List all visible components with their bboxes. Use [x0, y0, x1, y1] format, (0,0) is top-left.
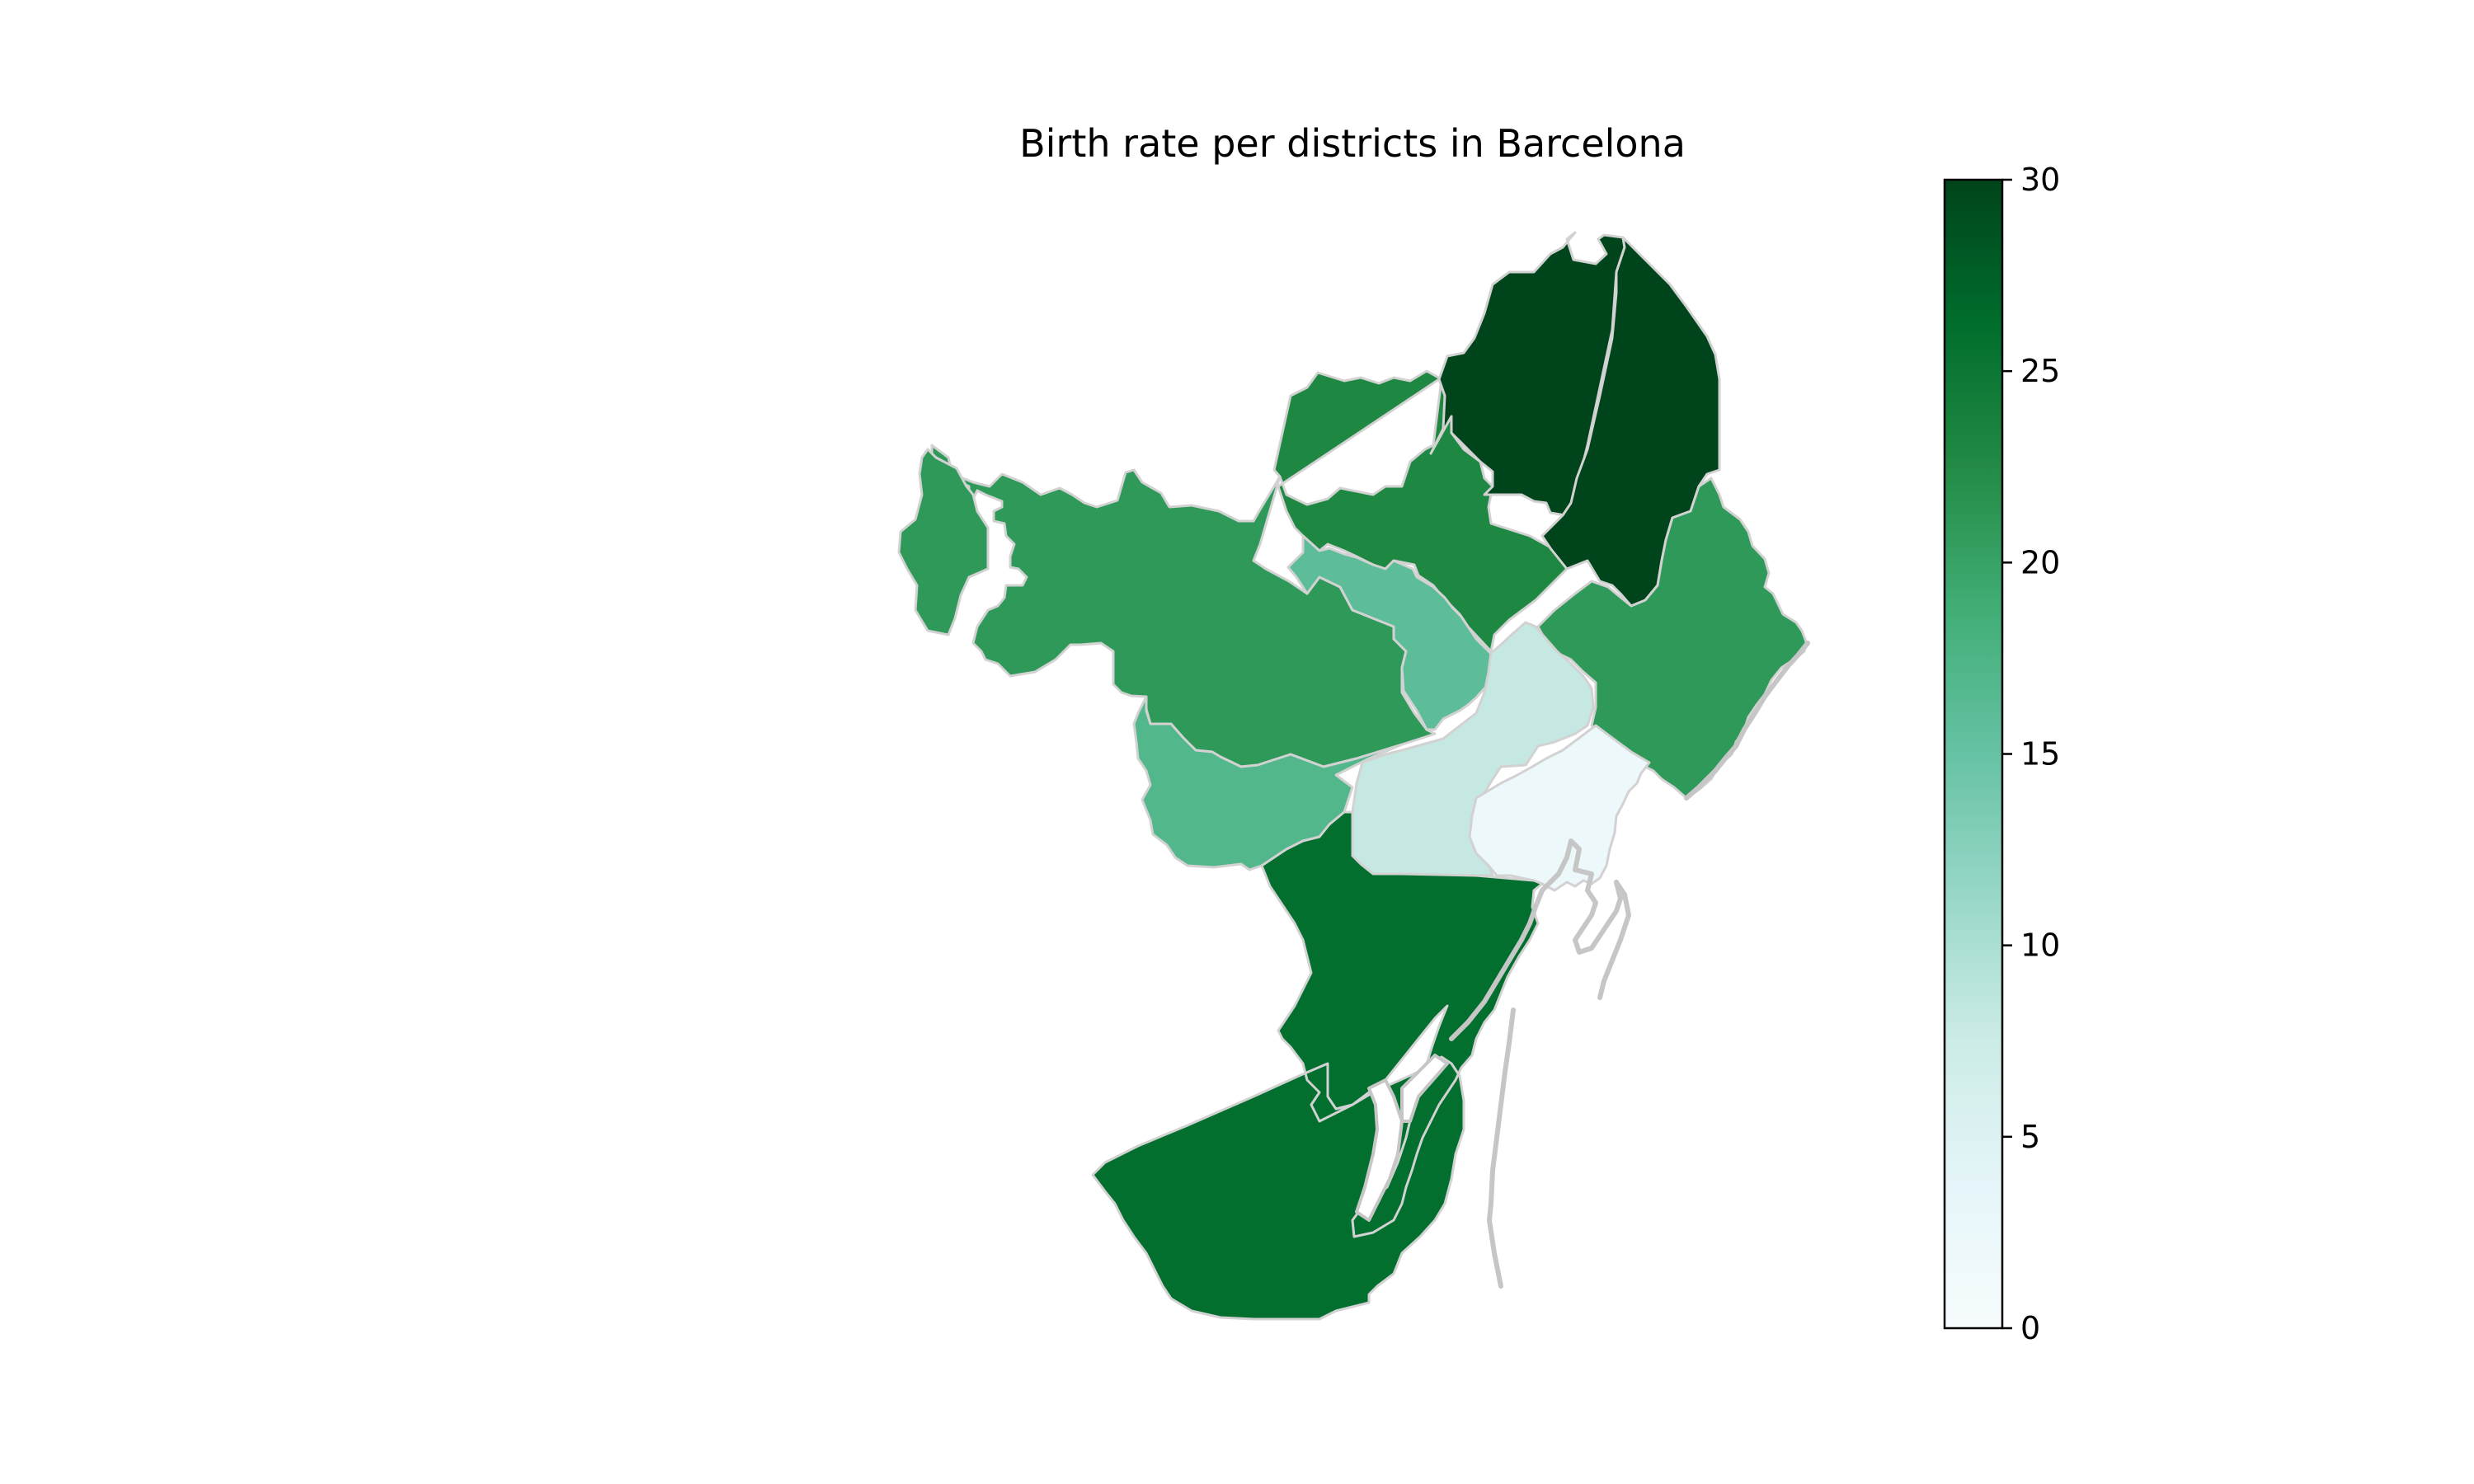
harbor-pier-1: [1355, 1078, 1404, 1222]
northeast-coast: [1684, 641, 1810, 801]
harbor-pier-2: [1400, 1054, 1449, 1123]
harbor-breakwater: [1449, 888, 1545, 1041]
colorbar-tick-label: 30: [2020, 162, 2060, 198]
colorbar-ticks: 0 5 10 15 20 25 30: [2002, 162, 2060, 1346]
harbor-long-pier: [1487, 1007, 1516, 1289]
harbor-inner-docks: [1540, 838, 1623, 955]
colorbar-tick-label: 25: [2020, 353, 2060, 389]
colorbar-gradient: [1945, 180, 2002, 1328]
district-sants-montjuic: [1091, 810, 1544, 1321]
colorbar-tick-label: 20: [2020, 544, 2060, 580]
chart-title: Birth rate per districts in Barcelona: [1019, 121, 1686, 166]
district-gracia: [1286, 534, 1515, 731]
colorbar-tick-label: 15: [2020, 736, 2060, 773]
district-map: [897, 231, 1810, 1321]
colorbar-tick-label: 5: [2020, 1119, 2040, 1155]
district-ciutat-vella: [1468, 724, 1651, 892]
district-sarria-sant-gervasi-exclave: [897, 448, 990, 636]
colorbar: 0 5 10 15 20 25 30: [1943, 162, 2060, 1346]
barceloneta-coast: [1597, 880, 1631, 1000]
colorbar-tick-label: 10: [2020, 928, 2060, 964]
colorbar-tick-label: 0: [2020, 1310, 2040, 1346]
